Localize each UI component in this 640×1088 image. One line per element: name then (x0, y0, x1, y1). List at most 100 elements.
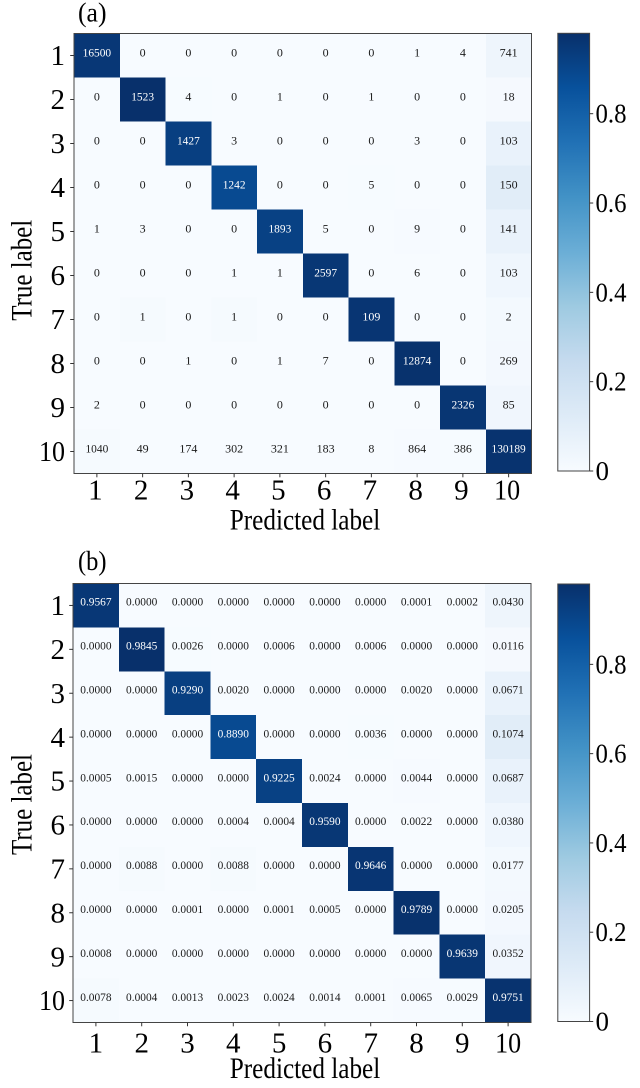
svg-text:0.0000: 0.0000 (447, 858, 478, 872)
svg-text:0.0001: 0.0001 (172, 902, 203, 916)
svg-text:0.0000: 0.0000 (218, 595, 249, 609)
svg-text:0.0000: 0.0000 (80, 858, 111, 872)
svg-text:0.0352: 0.0352 (492, 946, 523, 960)
svg-text:0.0000: 0.0000 (309, 639, 340, 653)
svg-text:0.0000: 0.0000 (355, 946, 386, 960)
svg-text:0: 0 (368, 222, 374, 236)
svg-text:0.0005: 0.0005 (309, 902, 340, 916)
svg-text:0: 0 (323, 134, 329, 148)
svg-text:0: 0 (414, 398, 420, 412)
svg-text:5: 5 (323, 222, 329, 236)
svg-text:0: 0 (185, 46, 191, 60)
svg-text:0.0004: 0.0004 (263, 814, 294, 828)
svg-text:0.0177: 0.0177 (492, 858, 523, 872)
svg-text:0.0000: 0.0000 (263, 946, 294, 960)
svg-text:0.0000: 0.0000 (355, 814, 386, 828)
svg-text:5: 5 (368, 178, 374, 192)
svg-text:0.9290: 0.9290 (172, 682, 203, 696)
svg-text:103: 103 (500, 134, 518, 148)
svg-text:0.0044: 0.0044 (401, 770, 432, 784)
svg-text:0.0000: 0.0000 (218, 946, 249, 960)
svg-text:0: 0 (277, 46, 283, 60)
svg-text:18: 18 (503, 90, 515, 104)
svg-text:1: 1 (368, 90, 374, 104)
svg-text:0.0000: 0.0000 (80, 726, 111, 740)
svg-text:141: 141 (500, 222, 518, 236)
svg-text:0.0000: 0.0000 (401, 639, 432, 653)
svg-text:0: 0 (323, 90, 329, 104)
svg-text:4: 4 (460, 46, 466, 60)
svg-text:0: 0 (414, 90, 420, 104)
svg-text:302: 302 (225, 442, 243, 456)
svg-text:True label: True label (6, 754, 39, 855)
svg-text:2: 2 (134, 1028, 149, 1060)
svg-text:0.0002: 0.0002 (447, 595, 478, 609)
svg-text:0.0005: 0.0005 (80, 770, 111, 784)
svg-text:0: 0 (596, 456, 610, 486)
svg-text:1: 1 (140, 310, 146, 324)
svg-text:0.0000: 0.0000 (401, 858, 432, 872)
svg-text:7: 7 (363, 1028, 378, 1060)
svg-text:6: 6 (317, 475, 332, 507)
svg-text:1: 1 (51, 40, 66, 72)
svg-text:0.9567: 0.9567 (80, 595, 111, 609)
svg-text:85: 85 (503, 398, 515, 412)
svg-text:Predicted label: Predicted label (230, 503, 381, 536)
svg-text:0: 0 (140, 398, 146, 412)
svg-text:0.0000: 0.0000 (172, 770, 203, 784)
svg-text:4: 4 (51, 722, 66, 754)
svg-text:0: 0 (185, 178, 191, 192)
svg-text:0.0000: 0.0000 (447, 682, 478, 696)
svg-text:0: 0 (460, 222, 466, 236)
svg-text:True label: True label (6, 220, 39, 321)
svg-text:0: 0 (185, 310, 191, 324)
svg-text:0.0205: 0.0205 (492, 902, 523, 916)
svg-text:0: 0 (94, 134, 100, 148)
svg-text:0: 0 (140, 178, 146, 192)
svg-text:0.0008: 0.0008 (80, 946, 111, 960)
svg-text:741: 741 (500, 46, 518, 60)
svg-text:0.0026: 0.0026 (172, 639, 203, 653)
svg-text:0.2: 0.2 (596, 917, 627, 947)
svg-text:0.0015: 0.0015 (126, 770, 157, 784)
svg-text:0.0000: 0.0000 (355, 682, 386, 696)
svg-text:0: 0 (414, 310, 420, 324)
svg-text:0: 0 (94, 266, 100, 280)
svg-text:0.0000: 0.0000 (309, 726, 340, 740)
svg-text:1: 1 (277, 266, 283, 280)
svg-text:0.0001: 0.0001 (263, 902, 294, 916)
svg-text:386: 386 (454, 442, 472, 456)
svg-text:1893: 1893 (268, 222, 291, 236)
svg-text:0.0000: 0.0000 (309, 682, 340, 696)
svg-text:0.0671: 0.0671 (492, 682, 523, 696)
svg-text:130189: 130189 (492, 442, 526, 456)
svg-text:0.6: 0.6 (596, 739, 627, 769)
svg-text:0: 0 (231, 398, 237, 412)
svg-text:3: 3 (180, 475, 195, 507)
svg-text:0: 0 (460, 134, 466, 148)
svg-text:0.0000: 0.0000 (126, 814, 157, 828)
svg-text:8: 8 (368, 442, 374, 456)
svg-text:0.0000: 0.0000 (126, 595, 157, 609)
svg-text:0: 0 (185, 266, 191, 280)
svg-text:0.0000: 0.0000 (401, 726, 432, 740)
svg-text:0: 0 (323, 46, 329, 60)
svg-text:0: 0 (94, 90, 100, 104)
svg-text:1040: 1040 (85, 442, 108, 456)
svg-text:0.4: 0.4 (596, 277, 627, 307)
svg-text:1: 1 (51, 590, 66, 622)
svg-text:0: 0 (277, 134, 283, 148)
svg-text:2326: 2326 (451, 398, 474, 412)
svg-text:3: 3 (140, 222, 146, 236)
svg-text:0: 0 (460, 354, 466, 368)
svg-text:0.9590: 0.9590 (309, 814, 340, 828)
svg-text:1242: 1242 (223, 178, 246, 192)
svg-text:0.0000: 0.0000 (172, 814, 203, 828)
svg-text:9: 9 (414, 222, 420, 236)
svg-text:(b): (b) (78, 546, 107, 576)
svg-text:0: 0 (414, 178, 420, 192)
svg-text:0.0000: 0.0000 (309, 946, 340, 960)
svg-text:8: 8 (409, 1028, 424, 1060)
svg-text:8: 8 (51, 897, 66, 929)
svg-text:0: 0 (323, 178, 329, 192)
